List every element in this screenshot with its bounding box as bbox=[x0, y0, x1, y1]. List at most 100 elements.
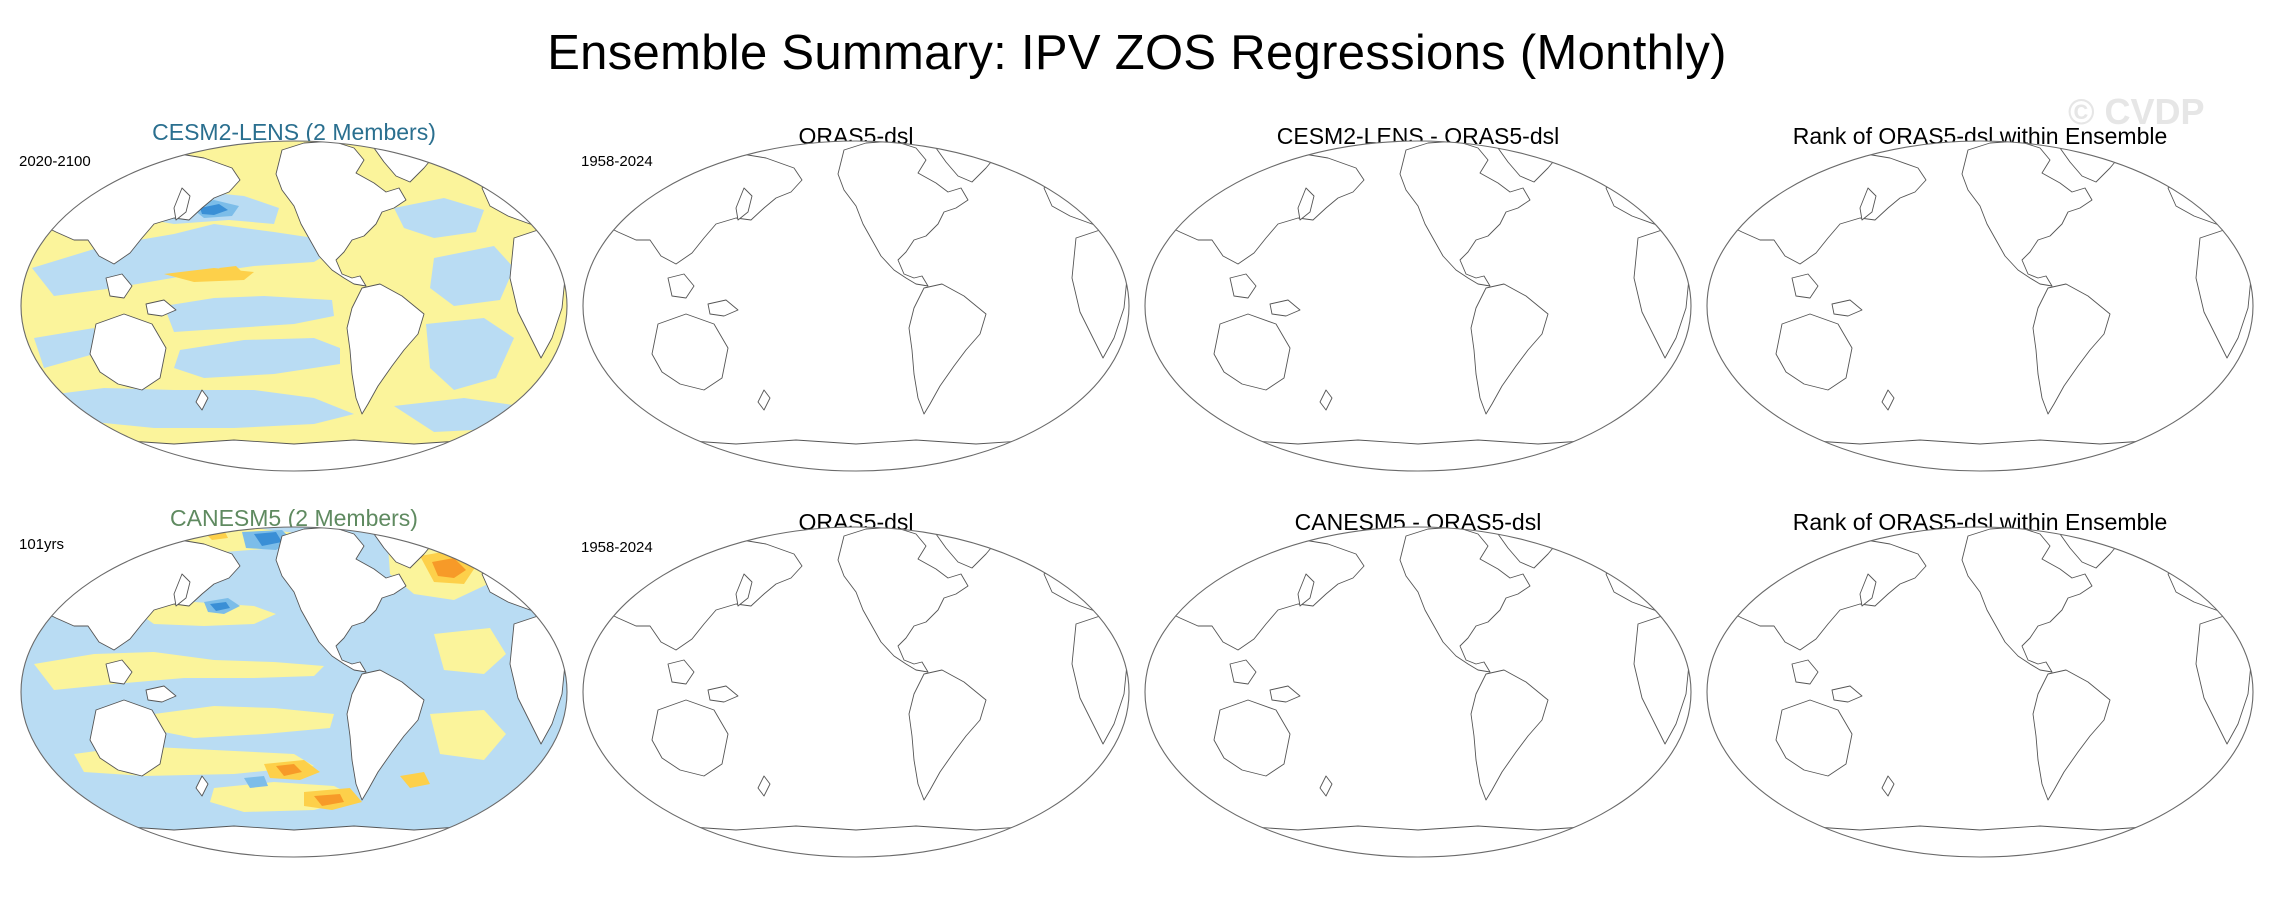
new-zealand-landmass bbox=[1881, 389, 1895, 411]
regression-contour bbox=[164, 296, 334, 332]
south-america-landmass bbox=[346, 669, 425, 801]
antarctica-landmass bbox=[1739, 439, 2221, 471]
japan-landmass bbox=[173, 187, 191, 221]
south-america-landmass bbox=[346, 283, 425, 415]
new-zealand-landmass bbox=[1319, 389, 1333, 411]
new-zealand-landmass bbox=[1319, 775, 1333, 797]
new-guinea-landmass bbox=[1831, 299, 1863, 317]
north-america-landmass bbox=[1399, 141, 1531, 287]
new-guinea-landmass bbox=[707, 685, 739, 703]
cvdp-watermark: © CVDP bbox=[2068, 91, 2205, 132]
regression-contour bbox=[432, 558, 466, 578]
regression-contour bbox=[426, 318, 514, 390]
map-border bbox=[582, 526, 1130, 858]
indonesia-borneo-landmass bbox=[1229, 659, 1257, 685]
antarctica-landmass bbox=[615, 439, 1097, 471]
indonesia-borneo-landmass bbox=[1229, 273, 1257, 299]
australia-landmass bbox=[651, 699, 729, 777]
map-border bbox=[1144, 140, 1692, 472]
map-border bbox=[1144, 526, 1692, 858]
north-america-landmass bbox=[1961, 141, 2093, 287]
south-america-landmass bbox=[908, 669, 987, 801]
regression-contour bbox=[40, 388, 354, 428]
japan-landmass bbox=[1297, 573, 1315, 607]
japan-landmass bbox=[735, 187, 753, 221]
regression-contour bbox=[174, 338, 340, 378]
north-america-landmass bbox=[275, 141, 407, 287]
regression-contour bbox=[430, 710, 506, 760]
regression-contour bbox=[394, 198, 484, 238]
japan-landmass bbox=[735, 573, 753, 607]
map-panel-difference bbox=[1144, 140, 1692, 472]
new-guinea-landmass bbox=[1831, 685, 1863, 703]
regression-contour bbox=[400, 772, 430, 788]
south-america-landmass bbox=[1470, 283, 1549, 415]
map-panel-difference bbox=[1144, 526, 1692, 858]
regression-contour bbox=[314, 794, 344, 806]
australia-landmass bbox=[651, 313, 729, 391]
new-guinea-landmass bbox=[707, 299, 739, 317]
map-panel-canesm5 bbox=[20, 526, 568, 858]
antarctica-landmass bbox=[53, 439, 535, 471]
south-america-landmass bbox=[2032, 669, 2111, 801]
indonesia-borneo-landmass bbox=[667, 659, 695, 685]
map-border bbox=[20, 526, 568, 858]
map-panel-cesm2-lens bbox=[20, 140, 568, 472]
japan-landmass bbox=[1859, 573, 1877, 607]
new-guinea-landmass bbox=[145, 299, 177, 317]
new-guinea-landmass bbox=[145, 685, 177, 703]
new-zealand-landmass bbox=[757, 389, 771, 411]
map-panel-oras5-dsl bbox=[582, 526, 1130, 858]
figure-title: Ensemble Summary: IPV ZOS Regressions (M… bbox=[547, 26, 1727, 80]
map-panel-oras5-dsl bbox=[582, 140, 1130, 472]
north-america-landmass bbox=[1961, 527, 2093, 673]
north-america-landmass bbox=[837, 527, 969, 673]
regression-contour bbox=[244, 776, 268, 788]
japan-landmass bbox=[1859, 187, 1877, 221]
regression-contour bbox=[154, 706, 334, 738]
period-label-r2c1: 101yrs bbox=[19, 536, 65, 553]
antarctica-landmass bbox=[53, 825, 535, 857]
regression-contour bbox=[210, 602, 230, 611]
map-border bbox=[1706, 526, 2254, 858]
south-america-landmass bbox=[908, 283, 987, 415]
new-zealand-landmass bbox=[195, 389, 209, 411]
regression-contour bbox=[34, 652, 324, 690]
regression-contour bbox=[276, 764, 302, 776]
north-america-landmass bbox=[1399, 527, 1531, 673]
map-border bbox=[1706, 140, 2254, 472]
indonesia-borneo-landmass bbox=[1791, 659, 1819, 685]
australia-landmass bbox=[1775, 699, 1853, 777]
new-guinea-landmass bbox=[1269, 685, 1301, 703]
antarctica-landmass bbox=[1177, 825, 1659, 857]
australia-landmass bbox=[89, 313, 167, 391]
australia-landmass bbox=[1775, 313, 1853, 391]
australia-landmass bbox=[1213, 699, 1291, 777]
new-guinea-landmass bbox=[1269, 299, 1301, 317]
period-label-r1c1: 2020-2100 bbox=[19, 153, 91, 170]
regression-contour bbox=[430, 246, 514, 306]
map-panel-rank bbox=[1706, 140, 2254, 472]
map-border bbox=[20, 140, 568, 472]
new-zealand-landmass bbox=[195, 775, 209, 797]
regression-contour bbox=[470, 550, 498, 568]
north-america-landmass bbox=[275, 527, 407, 673]
regression-contour bbox=[219, 266, 242, 276]
period-label-r2c2: 1958-2024 bbox=[581, 539, 653, 556]
new-zealand-landmass bbox=[1881, 775, 1895, 797]
regression-contour bbox=[434, 628, 506, 674]
regression-contour bbox=[34, 328, 94, 368]
indonesia-borneo-landmass bbox=[667, 273, 695, 299]
australia-landmass bbox=[89, 699, 167, 777]
antarctica-landmass bbox=[1177, 439, 1659, 471]
indonesia-borneo-landmass bbox=[105, 659, 133, 685]
period-label-r1c2: 1958-2024 bbox=[581, 153, 653, 170]
indonesia-borneo-landmass bbox=[1791, 273, 1819, 299]
north-america-landmass bbox=[837, 141, 969, 287]
new-zealand-landmass bbox=[757, 775, 771, 797]
australia-landmass bbox=[1213, 313, 1291, 391]
antarctica-landmass bbox=[615, 825, 1097, 857]
japan-landmass bbox=[1297, 187, 1315, 221]
map-panel-rank bbox=[1706, 526, 2254, 858]
indonesia-borneo-landmass bbox=[105, 273, 133, 299]
